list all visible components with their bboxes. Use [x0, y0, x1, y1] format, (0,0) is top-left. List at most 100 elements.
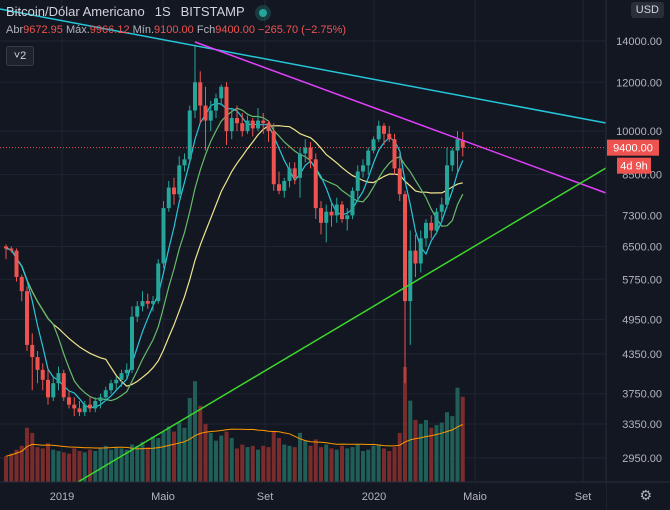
volume-bar	[219, 435, 224, 482]
candle-body	[266, 123, 271, 132]
candle-body	[77, 408, 82, 413]
candle-body	[82, 404, 87, 413]
volume-bar	[93, 450, 98, 482]
volume-bar	[292, 447, 297, 482]
candle-body	[371, 139, 376, 151]
candle	[4, 244, 8, 260]
candle-body	[140, 301, 145, 307]
volume-bar	[408, 400, 413, 482]
candle	[161, 201, 166, 268]
gear-icon[interactable]: ⚙	[639, 487, 652, 503]
candle	[9, 246, 14, 253]
volume-bar	[4, 456, 8, 482]
open-value: 9672.95	[23, 24, 63, 36]
candle	[340, 201, 344, 223]
candle-body	[19, 276, 24, 292]
candle	[382, 123, 386, 145]
candle-body	[4, 246, 8, 249]
volume-bar	[313, 439, 318, 482]
exchange-label: BITSTAMP	[180, 4, 245, 19]
candle	[460, 132, 465, 157]
candle	[319, 201, 323, 235]
y-tick-label: 3750.00	[622, 389, 662, 401]
candle	[214, 93, 218, 119]
volume-bar	[25, 427, 29, 482]
volume-bar	[235, 448, 239, 482]
volume-bar	[340, 445, 344, 482]
low-label: Mín.	[132, 24, 155, 36]
candle-body	[424, 222, 428, 239]
candle	[235, 105, 239, 132]
candle	[282, 177, 287, 198]
ma-fast-line	[5, 102, 464, 409]
volume-bar	[298, 432, 302, 482]
candle-body	[292, 168, 297, 178]
candle-body	[93, 400, 98, 409]
trendline-cyan	[0, 8, 607, 124]
candle-body	[319, 208, 323, 223]
interval-label[interactable]: 1S	[154, 4, 171, 19]
candle	[193, 44, 197, 119]
candle-body	[397, 168, 402, 195]
candle-body	[455, 139, 460, 151]
candle	[392, 133, 397, 175]
candle-body	[387, 133, 392, 140]
y-tick-label: 4350.00	[622, 349, 662, 361]
volume-bar	[177, 422, 182, 482]
candle-body	[166, 187, 171, 209]
candle-body	[298, 153, 302, 178]
y-tick-label: 3350.00	[622, 419, 662, 431]
candle	[166, 180, 171, 212]
candle-body	[203, 105, 208, 121]
candle-body	[303, 147, 308, 154]
candle-body	[25, 291, 29, 345]
candle	[334, 197, 339, 223]
volume-bar	[282, 444, 287, 482]
candle	[172, 177, 176, 205]
volume-bar	[387, 450, 392, 482]
x-tick-label: Maio	[151, 491, 175, 503]
volume-bar	[392, 447, 397, 482]
volume-bar	[439, 422, 444, 482]
symbol-name[interactable]: Bitcoin/Dólar Americano	[6, 4, 145, 19]
close-value: 9400.00	[215, 24, 255, 36]
volume-bar	[303, 440, 308, 482]
candle-body	[88, 404, 92, 409]
volume-bar	[156, 438, 161, 482]
candle	[187, 105, 192, 163]
currency-badge[interactable]: USD	[630, 2, 664, 18]
indicators-toggle-button[interactable]: ˅ 2	[6, 46, 34, 66]
candle-body	[156, 263, 161, 302]
candle	[277, 171, 281, 195]
candle-body	[329, 211, 334, 216]
candle-body	[61, 373, 66, 398]
volume-bar	[119, 448, 124, 482]
candle	[413, 234, 418, 277]
candle-body	[98, 397, 103, 401]
volume-bar	[19, 445, 24, 482]
volume-bar	[140, 441, 145, 482]
volume-bar	[366, 449, 371, 482]
volume-bar	[229, 438, 234, 482]
candle-body	[198, 82, 203, 106]
symbol-title: Bitcoin/Dólar Americano 1S BITSTAMP	[6, 4, 277, 19]
candle	[177, 156, 182, 198]
candle	[151, 296, 155, 312]
volume-bar	[124, 449, 129, 482]
candle-body	[119, 373, 124, 380]
candle-body	[361, 165, 365, 172]
candle	[450, 147, 455, 172]
candle	[324, 204, 329, 243]
volume-bar	[198, 405, 203, 482]
candle	[88, 397, 92, 413]
candle	[371, 136, 376, 154]
volume-bar	[203, 423, 208, 482]
candle-body	[445, 165, 449, 205]
volume-bar	[77, 450, 82, 482]
y-tick-label: 6500.00	[622, 241, 662, 253]
candle	[355, 165, 360, 202]
candle-body	[182, 159, 187, 166]
volume-bar	[56, 450, 61, 482]
volume-bar	[245, 447, 250, 482]
